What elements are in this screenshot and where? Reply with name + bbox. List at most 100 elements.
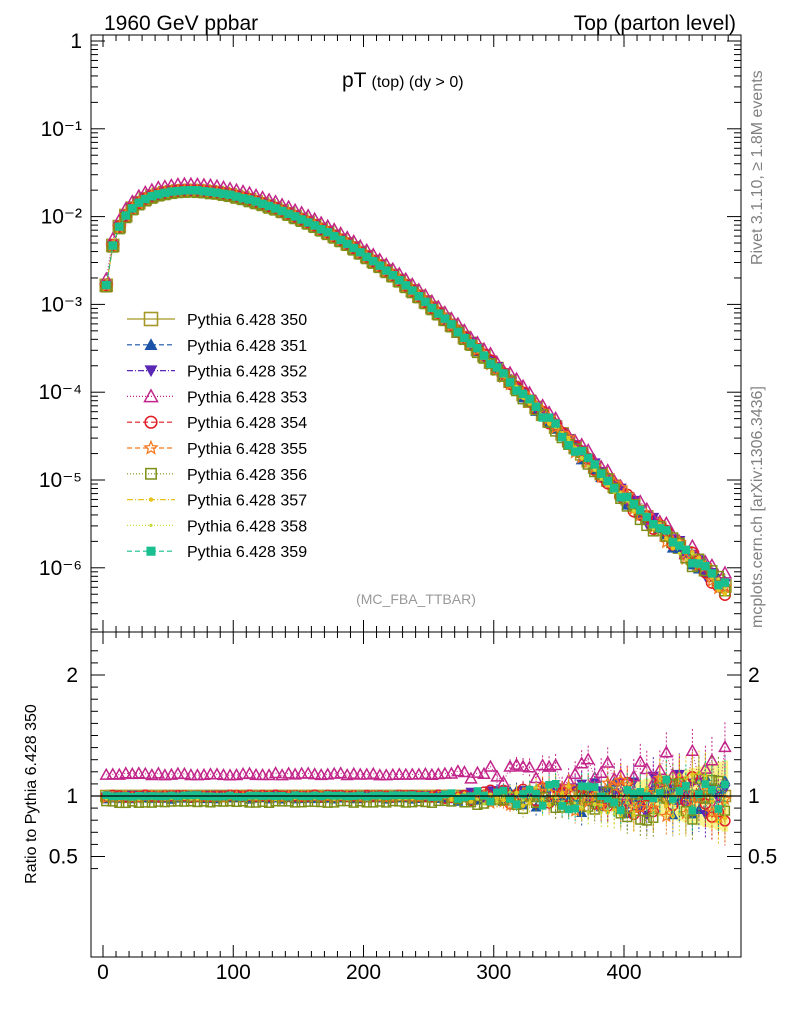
data-point bbox=[659, 745, 674, 758]
data-point bbox=[668, 795, 677, 803]
data-point bbox=[206, 187, 215, 197]
data-point bbox=[141, 194, 150, 204]
data-point bbox=[636, 505, 645, 515]
data-point bbox=[586, 810, 590, 814]
data-point bbox=[453, 327, 463, 337]
legend: Pythia 6.428 350 Pythia 6.428 351 Pythia 6… bbox=[127, 311, 307, 561]
data-point bbox=[245, 195, 254, 204]
mcplots-label: mcplots.cern.ch [arXiv:1306.3436] bbox=[749, 386, 766, 628]
data-point bbox=[684, 814, 688, 818]
data-point bbox=[482, 802, 486, 806]
header-left: 1960 GeV ppbar bbox=[104, 12, 258, 35]
data-point bbox=[203, 767, 218, 780]
data-point bbox=[291, 791, 299, 800]
data-point bbox=[193, 791, 202, 799]
data-point bbox=[675, 541, 684, 550]
data-point bbox=[382, 266, 391, 275]
data-point bbox=[603, 476, 612, 486]
data-point bbox=[408, 286, 417, 295]
data-point bbox=[177, 766, 192, 780]
data-point bbox=[722, 816, 728, 821]
data-point bbox=[373, 768, 387, 781]
series-main-359 bbox=[102, 185, 730, 590]
data-point bbox=[522, 760, 537, 773]
data-point bbox=[681, 545, 691, 554]
data-point bbox=[258, 199, 267, 208]
legend-label: Pythia 6.428 359 bbox=[187, 544, 307, 561]
data-point bbox=[558, 802, 566, 810]
data-point bbox=[675, 787, 684, 795]
data-point bbox=[570, 447, 580, 456]
data-point bbox=[115, 222, 124, 231]
data-point bbox=[470, 765, 485, 778]
data-point bbox=[301, 766, 315, 779]
data-point bbox=[564, 440, 573, 450]
data-point bbox=[488, 792, 493, 796]
data-point bbox=[688, 806, 697, 815]
data-point bbox=[473, 343, 482, 353]
data-point bbox=[284, 209, 293, 219]
data-point bbox=[696, 555, 702, 560]
data-point bbox=[687, 814, 698, 825]
data-point bbox=[449, 797, 454, 803]
data-point bbox=[362, 252, 371, 262]
data-point bbox=[143, 388, 159, 403]
data-point bbox=[438, 766, 452, 779]
data-point bbox=[401, 791, 410, 800]
data-point bbox=[290, 212, 300, 221]
data-point bbox=[401, 281, 411, 290]
y-tick-label-ratio: 0.5 bbox=[49, 846, 78, 869]
data-point bbox=[144, 415, 158, 429]
ratio-axis-ticks bbox=[91, 650, 741, 870]
data-point bbox=[451, 764, 465, 777]
data-point bbox=[268, 766, 283, 779]
series-line bbox=[105, 183, 726, 585]
data-point bbox=[580, 456, 584, 460]
legend-entry: Pythia 6.428 355 bbox=[127, 439, 307, 458]
data-point bbox=[632, 509, 636, 513]
data-point bbox=[108, 241, 117, 250]
data-point bbox=[102, 280, 111, 290]
main-plot-area bbox=[98, 176, 733, 601]
data-point bbox=[255, 767, 270, 781]
data-point bbox=[597, 469, 606, 479]
data-point bbox=[581, 752, 595, 765]
data-point bbox=[531, 402, 541, 411]
data-point bbox=[545, 780, 553, 789]
data-point bbox=[493, 788, 501, 797]
data-point bbox=[610, 484, 619, 493]
data-point bbox=[264, 201, 274, 211]
data-point bbox=[249, 767, 263, 781]
data-point bbox=[369, 256, 378, 266]
data-point bbox=[708, 785, 716, 794]
data-point bbox=[506, 795, 514, 803]
legend-entry: Pythia 6.428 351 bbox=[127, 338, 307, 355]
legend-label: Pythia 6.428 354 bbox=[187, 415, 307, 432]
y-tick-label-ratio: 2 bbox=[66, 664, 78, 687]
data-point bbox=[599, 477, 603, 481]
data-point bbox=[632, 811, 636, 815]
data-point bbox=[564, 805, 573, 814]
data-point bbox=[297, 215, 306, 224]
legend-label: Pythia 6.428 358 bbox=[187, 518, 307, 535]
data-point bbox=[551, 419, 560, 428]
data-point bbox=[584, 782, 593, 791]
data-point bbox=[603, 794, 612, 803]
data-point bbox=[583, 453, 593, 462]
data-point bbox=[167, 187, 176, 196]
data-point bbox=[187, 791, 195, 800]
data-point bbox=[353, 767, 368, 780]
data-point bbox=[375, 261, 384, 270]
data-point bbox=[180, 186, 189, 195]
data-point bbox=[457, 765, 472, 778]
data-point bbox=[492, 363, 502, 372]
data-point bbox=[649, 520, 658, 529]
data-point bbox=[610, 798, 619, 807]
data-point bbox=[102, 791, 111, 800]
data-point bbox=[580, 805, 584, 809]
data-point bbox=[636, 788, 645, 796]
data-point bbox=[219, 189, 228, 198]
y-tick-label-ratio: 1 bbox=[66, 785, 78, 808]
data-point bbox=[574, 756, 589, 769]
data-point bbox=[454, 795, 462, 803]
